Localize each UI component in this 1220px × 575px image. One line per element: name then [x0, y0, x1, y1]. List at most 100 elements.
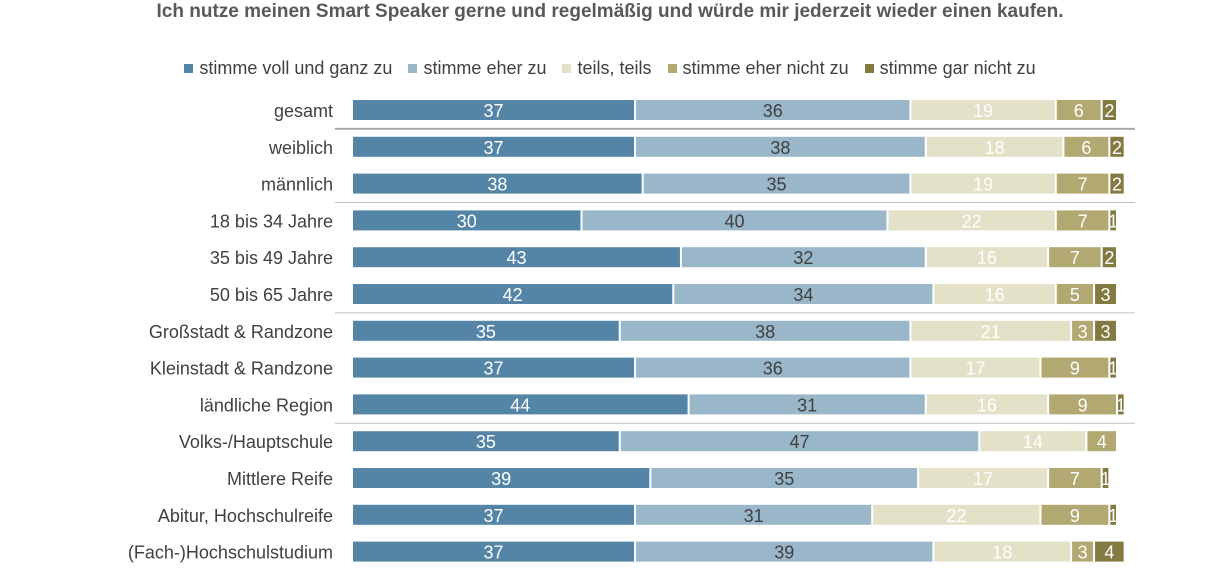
bar-segment — [888, 210, 1055, 231]
bar-segment — [674, 284, 933, 304]
data-label: 7 — [1078, 211, 1088, 231]
data-label: 5 — [1070, 285, 1080, 305]
category-label: Kleinstadt & Randzone — [150, 359, 333, 379]
bar-segment — [636, 357, 910, 378]
bar-segment — [353, 357, 635, 378]
data-label: 9 — [1070, 359, 1080, 379]
bar-segment — [1110, 357, 1116, 378]
category-label: gesamt — [274, 101, 333, 121]
data-label: 34 — [793, 285, 813, 305]
category-label: 35 bis 49 Jahre — [210, 248, 333, 268]
bar-segment — [926, 247, 1048, 268]
data-label: 7 — [1070, 469, 1080, 489]
data-label: 18 — [992, 543, 1012, 563]
data-label: 31 — [744, 506, 764, 526]
bar-segment — [1041, 504, 1109, 525]
bar-segment — [620, 431, 979, 452]
bar-segment — [1110, 136, 1124, 157]
data-label: 37 — [484, 543, 504, 563]
category-label: (Fach-)Hochschulstudium — [128, 543, 333, 563]
bar-segment — [1095, 541, 1124, 562]
bar-segment — [1056, 284, 1094, 304]
bar-segment — [934, 284, 1055, 304]
data-label: 35 — [476, 322, 496, 342]
legend-swatch-5 — [864, 64, 874, 73]
category-label: weiblich — [268, 138, 333, 158]
data-label: 6 — [1074, 101, 1084, 121]
legend-swatch-3 — [562, 64, 572, 73]
bar-segment — [353, 394, 688, 415]
bar-segment — [873, 504, 1040, 525]
bar-segment — [620, 320, 910, 341]
data-label: 18 — [985, 138, 1005, 158]
data-label: 37 — [484, 359, 504, 379]
data-label: 2 — [1104, 248, 1114, 268]
data-label: 3 — [1101, 322, 1111, 342]
category-label: Mittlere Reife — [227, 469, 333, 489]
legend-label-1: stimme voll und ganz zu — [199, 58, 393, 78]
data-label: 9 — [1070, 506, 1080, 526]
data-label: 42 — [503, 285, 523, 305]
bar-segment — [1072, 320, 1094, 341]
bar-segment — [353, 431, 619, 452]
bar-segment — [1064, 136, 1109, 157]
data-label: 2 — [1112, 138, 1122, 158]
legend-swatch-4 — [667, 64, 677, 73]
data-label: 3 — [1101, 285, 1111, 305]
data-label: 32 — [793, 248, 813, 268]
bar-segment — [1102, 100, 1116, 120]
data-label: 47 — [790, 432, 810, 452]
data-label: 38 — [755, 322, 775, 342]
bar-segment — [1087, 431, 1116, 452]
data-label: 39 — [491, 469, 511, 489]
bar-segment — [934, 541, 1071, 562]
legend-label-3: teils, teils — [577, 58, 652, 78]
bar-segment — [911, 320, 1071, 341]
bar-segment — [353, 173, 642, 194]
data-label: 16 — [977, 248, 997, 268]
data-label: 35 — [767, 175, 787, 195]
bar-segment — [919, 468, 1048, 488]
bar-segment — [1110, 504, 1116, 525]
bar-segment — [1095, 284, 1116, 304]
bar-segment — [1102, 247, 1116, 268]
bar-segment — [1049, 468, 1101, 488]
data-label: 7 — [1070, 248, 1080, 268]
bar-segment — [353, 320, 619, 341]
bar-segment — [353, 504, 635, 525]
data-label: 22 — [962, 211, 982, 231]
chart-title: Ich nutze meinen Smart Speaker gerne und… — [156, 1, 1064, 22]
bar-segment — [636, 136, 925, 157]
data-label: 14 — [1023, 432, 1043, 452]
bar-segment — [582, 210, 887, 231]
bar-segment — [911, 100, 1055, 120]
data-label: 22 — [946, 506, 966, 526]
data-label: 38 — [770, 138, 790, 158]
bar-segment — [926, 394, 1048, 415]
category-label: männlich — [261, 175, 333, 195]
bar-segment — [636, 100, 910, 120]
data-label: 43 — [506, 248, 526, 268]
bar-segment — [353, 136, 635, 157]
category-label: 50 bis 65 Jahre — [210, 285, 333, 305]
data-label: 7 — [1078, 175, 1088, 195]
legend-label-2: stimme eher zu — [423, 58, 547, 78]
bar-segment — [1072, 541, 1094, 562]
data-label: 4 — [1097, 432, 1107, 452]
bar-segment — [1110, 210, 1116, 231]
data-label: 35 — [476, 432, 496, 452]
bar-segment — [911, 173, 1055, 194]
data-label: 36 — [763, 101, 783, 121]
legend-swatch-1 — [184, 64, 194, 73]
bar-segment — [353, 100, 635, 120]
data-label: 30 — [457, 211, 477, 231]
data-label: 1 — [1116, 395, 1126, 415]
data-label: 19 — [973, 175, 993, 195]
category-label: 18 bis 34 Jahre — [210, 211, 333, 231]
legend-item-5: stimme gar nicht zu — [864, 58, 1036, 79]
legend-item-3: teils, teils — [562, 58, 652, 79]
data-label: 35 — [774, 469, 794, 489]
category-label: Abitur, Hochschulreife — [158, 506, 333, 526]
chart-legend: stimme voll und ganz zu stimme eher zu tei… — [0, 58, 1220, 79]
legend-item-1: stimme voll und ganz zu — [184, 58, 392, 79]
